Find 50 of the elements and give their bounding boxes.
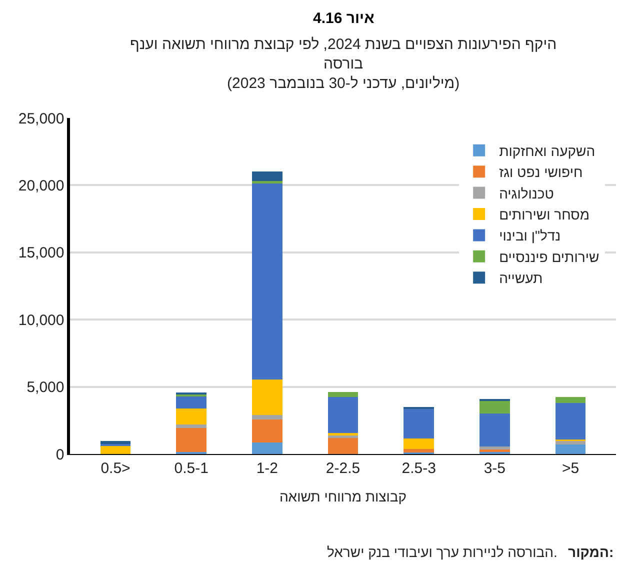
bar (328, 435, 358, 438)
bar (480, 446, 510, 450)
bar (100, 445, 131, 454)
bar (328, 392, 358, 398)
bar (100, 441, 131, 444)
chart-subtitle: היקף הפירעונות הצפויים בשנת 2024, לפי קבוצת מרווחי תשואה וענף בורסה (מיליונים, עדכני ל-30 בנובמבר 2023) (130, 36, 557, 92)
y-tick-label: 15,000 (18, 244, 64, 262)
y-tick-label: 20,000 (18, 177, 64, 194)
bar (404, 408, 434, 439)
bar (252, 172, 282, 182)
bar (176, 396, 206, 409)
bar (252, 415, 282, 420)
bar (404, 438, 434, 450)
bar (252, 183, 282, 380)
bar (328, 437, 358, 454)
legend-label: שירותים פיננסיים (499, 248, 600, 265)
y-tick-label: 25,000 (18, 110, 64, 128)
bar (176, 424, 206, 428)
bar (176, 408, 206, 424)
legend-label: מסחר ושירותים (499, 206, 590, 222)
y-tick-label: 5,000 (26, 379, 64, 396)
x-tick-label: 3-5 (484, 460, 506, 477)
bar (176, 428, 206, 452)
bar (555, 396, 586, 403)
bar (404, 449, 434, 452)
bar (480, 413, 510, 446)
bar (555, 402, 586, 440)
bar (252, 420, 282, 443)
bar (555, 440, 586, 445)
bar (555, 444, 586, 454)
legend-label: נדל"ן ובינוי (499, 228, 561, 244)
legend-label: השקעה ואחזקות (499, 142, 596, 159)
x-tick-label: 0.5> (100, 460, 131, 477)
y-tick-label: 10,000 (18, 312, 64, 329)
legend-label: טכנולוגיה (499, 185, 554, 202)
x-tick-label: 2.5-3 (402, 460, 436, 477)
x-axis-title: קבוצות מרווחי תשואה (279, 488, 407, 504)
bar (328, 397, 358, 434)
legend-label: תעשייה (499, 270, 543, 286)
x-tick-label: >5 (562, 460, 580, 477)
chart-title: איור 4.16 (313, 10, 374, 27)
x-tick-label: 1-2 (256, 460, 278, 477)
y-tick-label: 0 (56, 446, 64, 464)
bar (480, 400, 510, 414)
text: המקור: הבורסה לניירות ערך ועיבודי בנק ישראל. (327, 544, 614, 560)
bar (252, 379, 282, 416)
bar (252, 442, 282, 454)
legend-label: חיפושי נפט וגז (499, 164, 583, 180)
x-tick-label: 0.5-1 (174, 460, 208, 477)
x-tick-label: 2-2.5 (326, 460, 360, 477)
